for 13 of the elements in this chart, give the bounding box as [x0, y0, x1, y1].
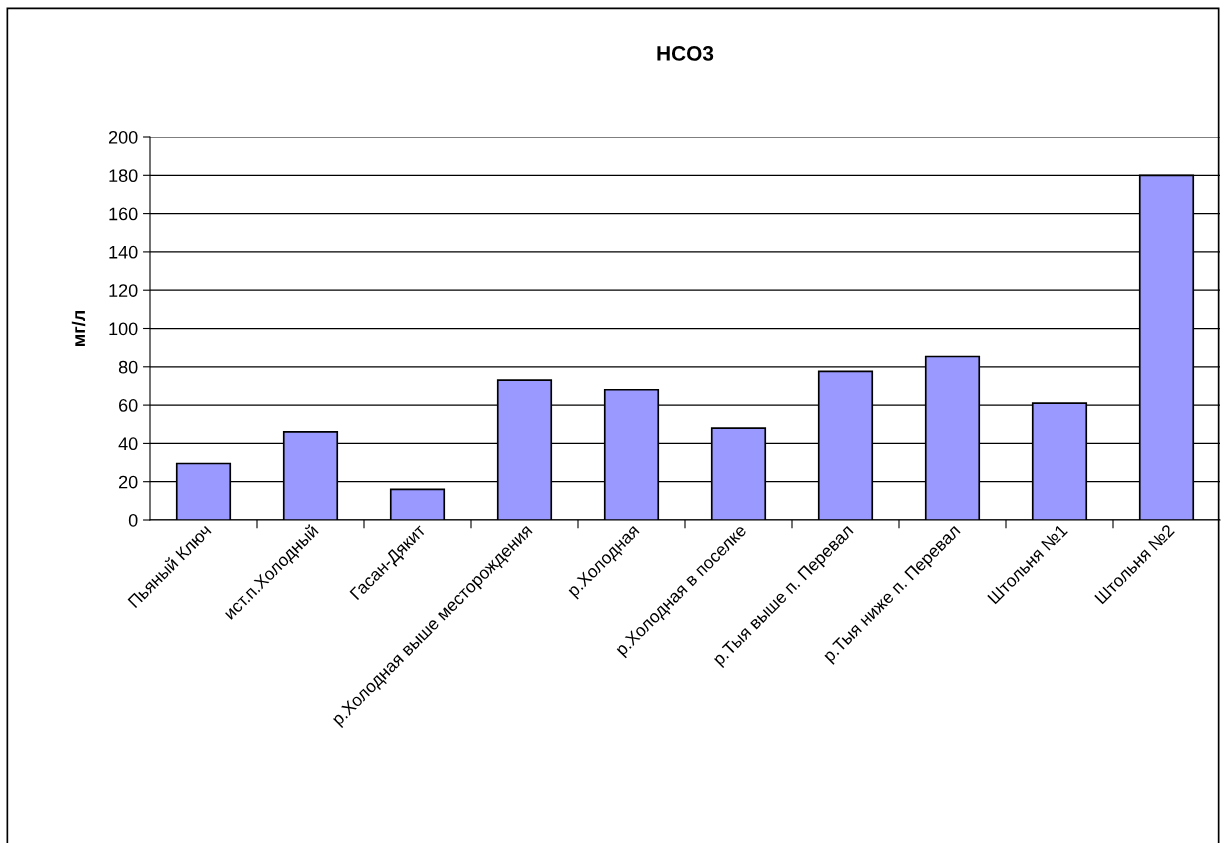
y-tick-label: 80 [118, 360, 138, 374]
y-tick-label: 100 [109, 322, 138, 336]
chart-title: HCO3 [657, 46, 714, 61]
y-tick-label: 200 [108, 130, 138, 144]
y-tick-label: 40 [118, 437, 138, 451]
y-tick-label: 140 [109, 245, 138, 259]
y-tick-label: 0 [128, 513, 138, 527]
y-tick-label: 20 [119, 475, 138, 489]
y-axis-title: мг/л [71, 311, 86, 346]
y-tick-label: 60 [119, 399, 138, 412]
y-tick-label: 160 [109, 207, 138, 221]
y-tick-label: 180 [109, 169, 138, 183]
y-tick-label: 120 [109, 284, 138, 297]
